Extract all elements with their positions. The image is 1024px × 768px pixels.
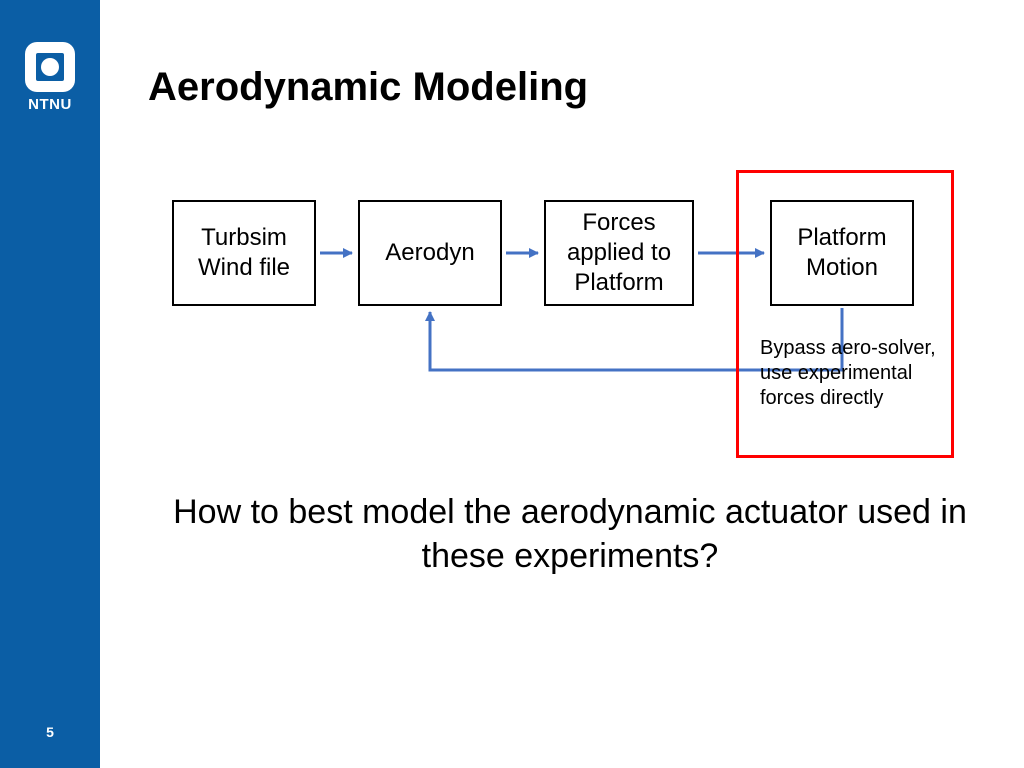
question-text: How to best model the aerodynamic actuat… (173, 493, 967, 575)
page-number: 5 (0, 724, 100, 740)
logo-icon (25, 42, 75, 92)
node-label: Forces applied to Platform (550, 208, 688, 298)
node-label: Aerodyn (385, 238, 474, 268)
sidebar: NTNU 5 (0, 0, 100, 768)
node-platform-motion: Platform Motion (770, 200, 914, 306)
node-turbsim: TurbsimWind file (172, 200, 316, 306)
ntnu-logo: NTNU (25, 42, 75, 113)
flow-diagram: TurbsimWind file Aerodyn Forces applied … (100, 0, 1024, 768)
bypass-annotation: Bypass aero-solver, use experimental for… (760, 336, 940, 411)
node-label: Platform Motion (776, 223, 908, 283)
annotation-text: Bypass aero-solver, use experimental for… (760, 337, 936, 409)
node-forces: Forces applied to Platform (544, 200, 694, 306)
slide-content: Aerodynamic Modeling TurbsimWind file Ae… (100, 0, 1024, 768)
slide-question: How to best model the aerodynamic actuat… (160, 490, 980, 578)
logo-label: NTNU (25, 96, 75, 113)
node-aerodyn: Aerodyn (358, 200, 502, 306)
node-label: TurbsimWind file (198, 223, 290, 283)
